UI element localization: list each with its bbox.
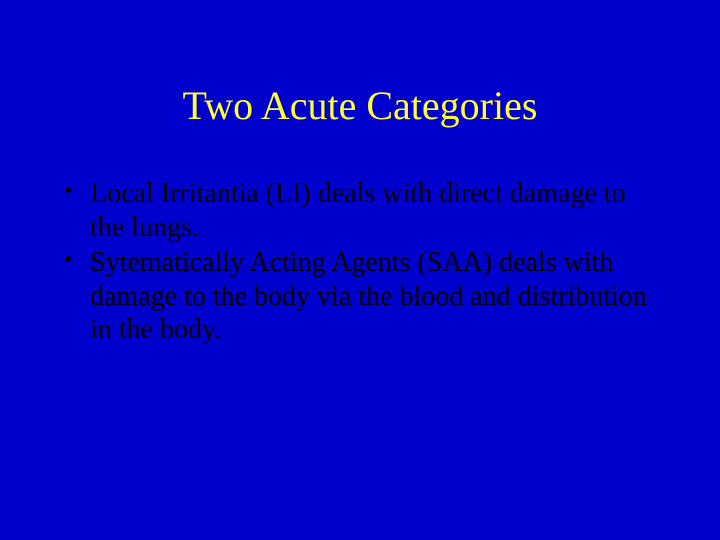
bullet-item: Local Irritantia (LI) deals with direct …: [60, 177, 660, 244]
bullet-item: Sytematically Acting Agents (SAA) deals …: [60, 246, 660, 347]
slide-container: Two Acute Categories Local Irritantia (L…: [0, 0, 720, 540]
slide-content: Local Irritantia (LI) deals with direct …: [60, 177, 660, 347]
bullet-list: Local Irritantia (LI) deals with direct …: [60, 177, 660, 347]
slide-title: Two Acute Categories: [0, 0, 720, 129]
